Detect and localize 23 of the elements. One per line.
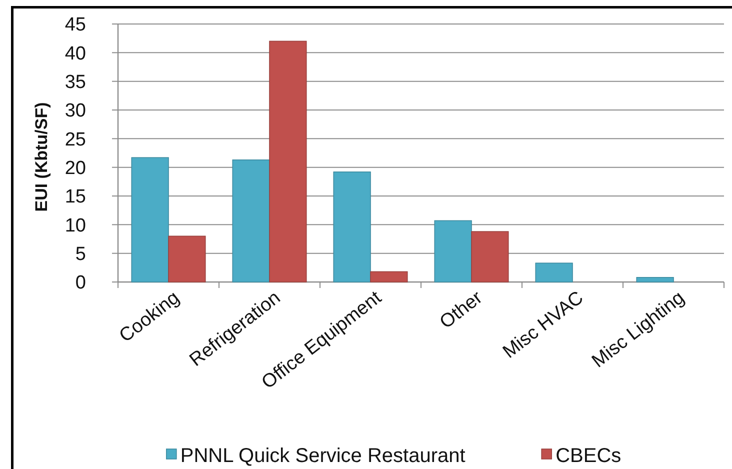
y-tick-label: 10 <box>64 215 86 236</box>
legend-label: CBECs <box>556 445 622 467</box>
bar <box>232 159 270 282</box>
y-tick-label: 15 <box>64 186 86 208</box>
y-tick-label: 45 <box>64 14 86 36</box>
bar <box>471 231 509 282</box>
y-tick-label: 0 <box>75 272 86 294</box>
y-axis-title: EUI (Kbtu/SF) <box>32 102 51 212</box>
bar <box>636 277 674 282</box>
bar <box>269 40 307 282</box>
legend-label: PNNL Quick Service Restaurant <box>180 445 466 467</box>
y-tick-label: 20 <box>64 158 86 179</box>
bar <box>370 271 408 282</box>
y-tick-label: 30 <box>64 100 86 122</box>
y-tick-label: 35 <box>64 72 86 93</box>
bar <box>434 220 472 282</box>
bar <box>535 262 573 282</box>
y-tick-label: 40 <box>64 43 86 64</box>
bar <box>131 157 169 282</box>
y-tick-label: 5 <box>75 244 86 265</box>
bar <box>168 236 206 282</box>
y-tick-label: 25 <box>64 129 86 150</box>
bar <box>333 172 371 282</box>
